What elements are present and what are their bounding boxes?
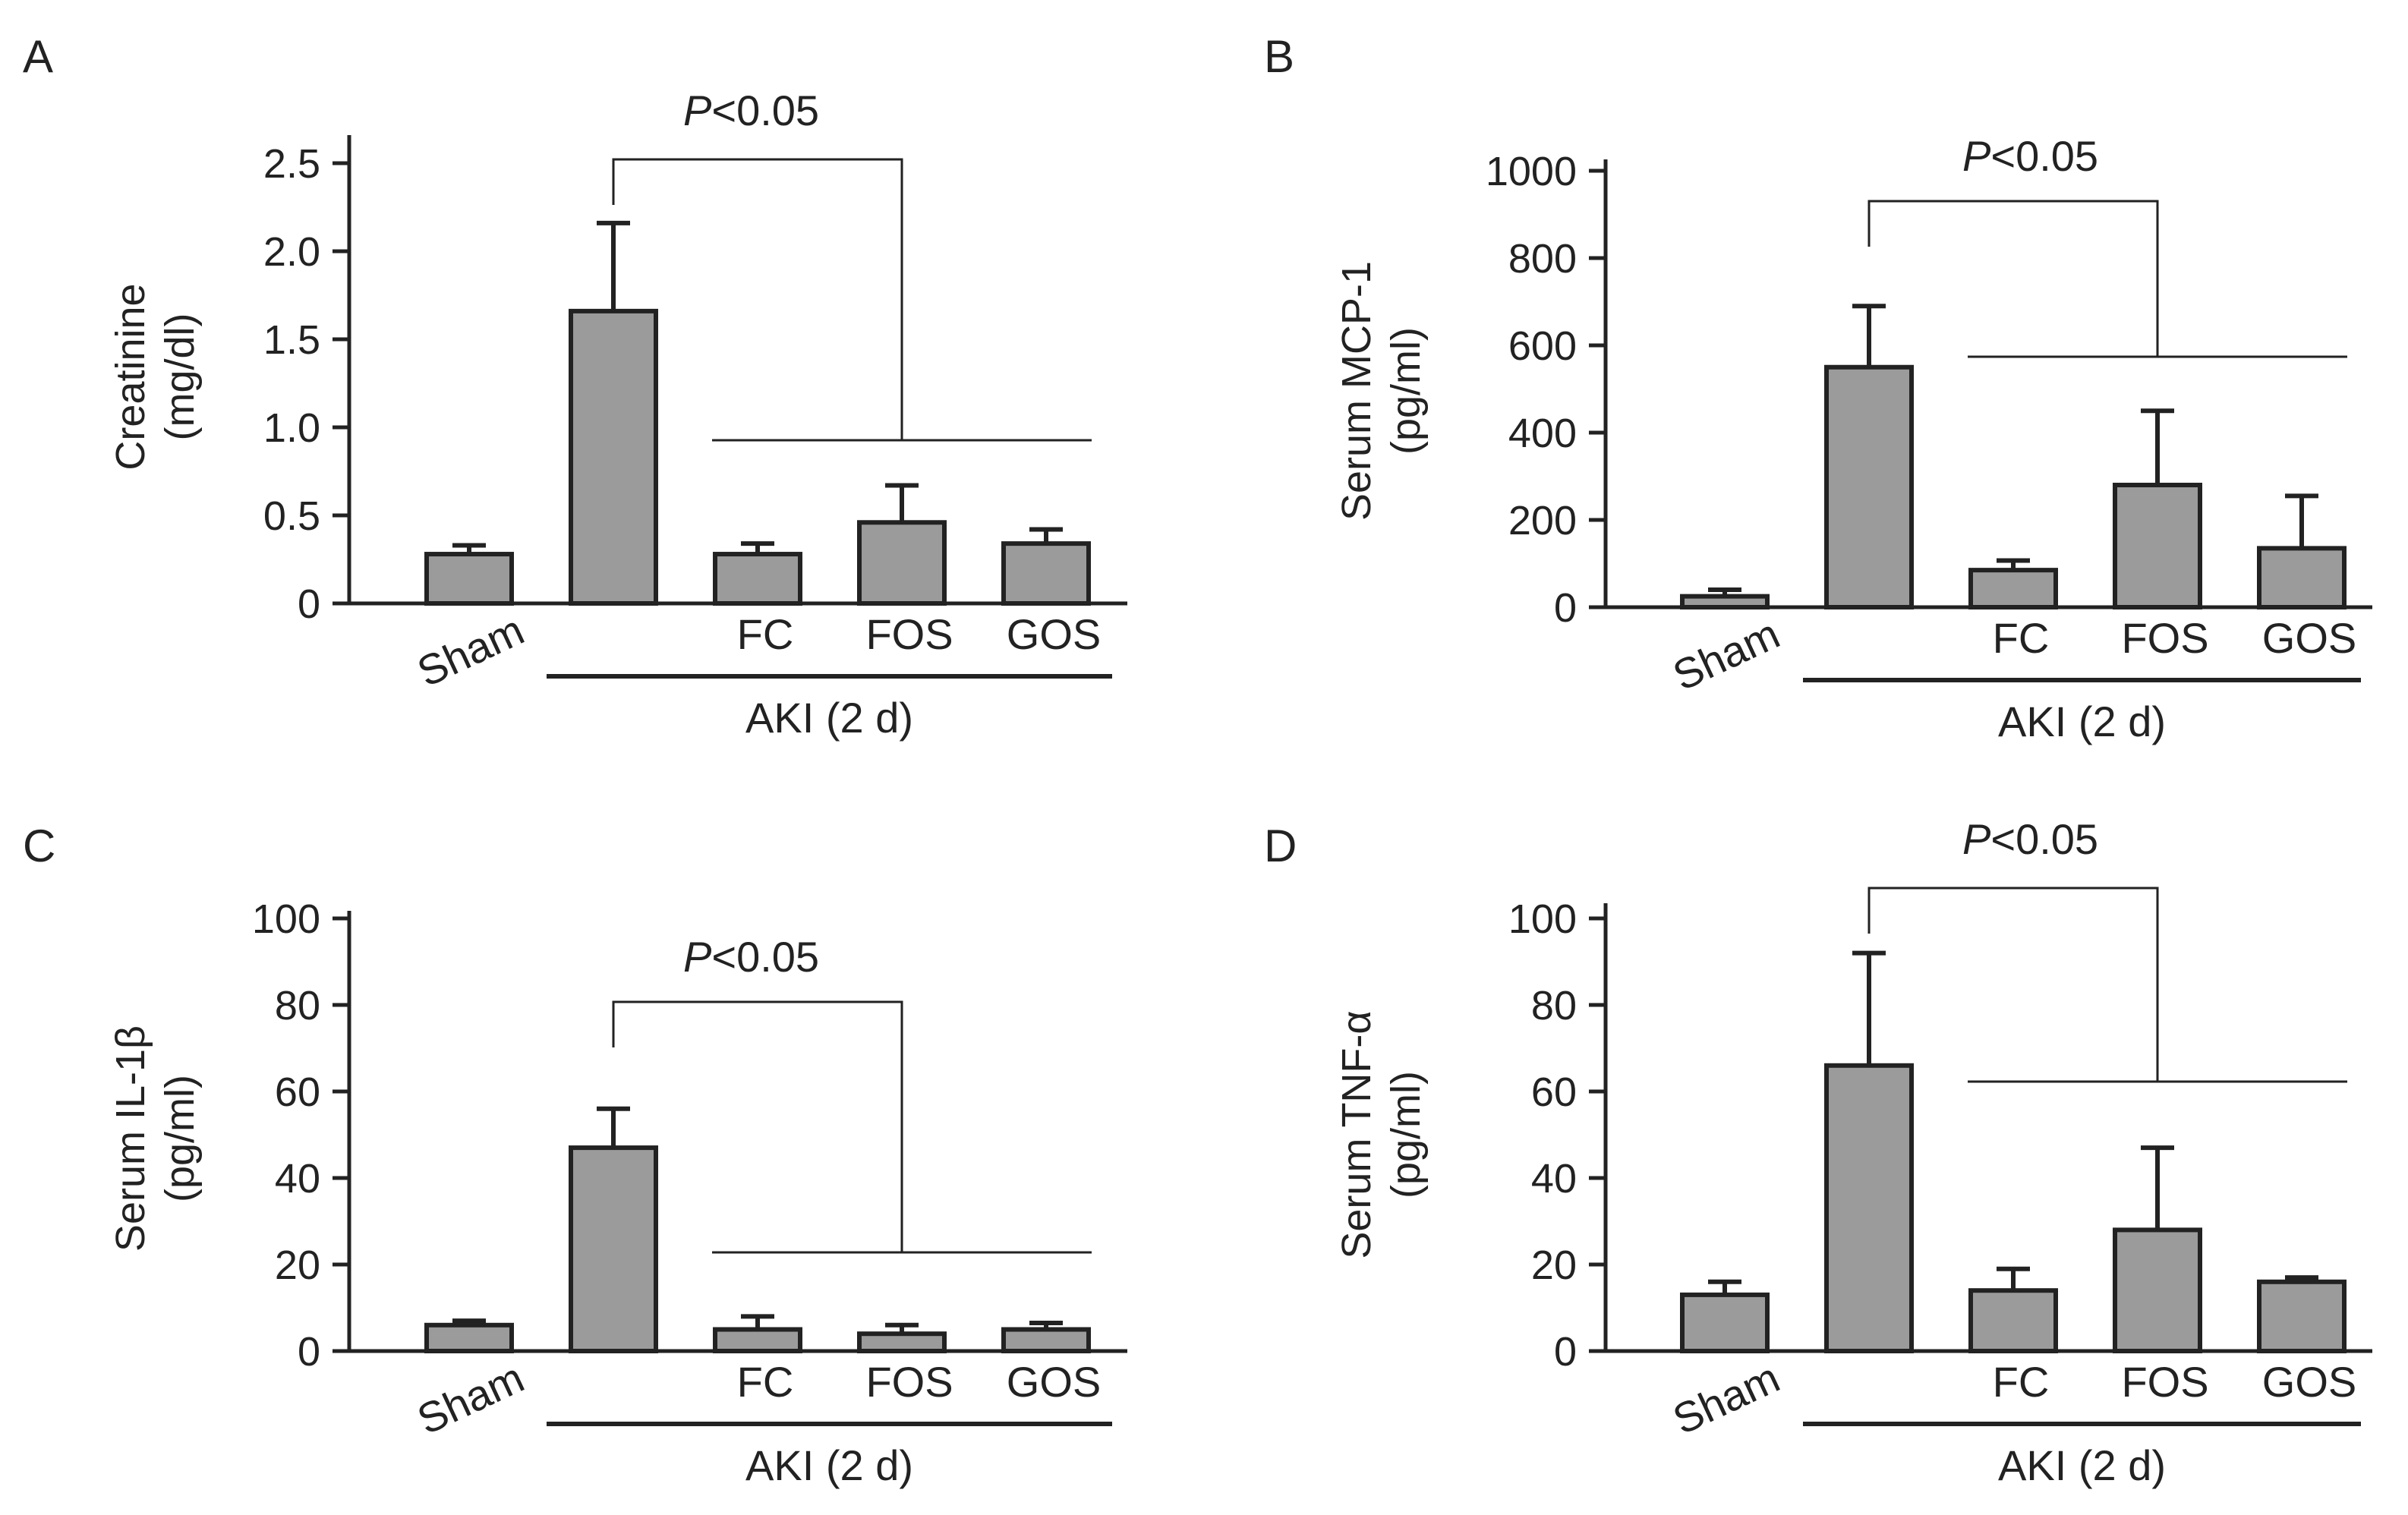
bar bbox=[569, 1145, 658, 1353]
y-tick-label: 0.5 bbox=[263, 493, 320, 539]
y-axis-unit: (pg/ml) bbox=[1383, 327, 1429, 455]
significance-label: P<0.05 bbox=[683, 933, 819, 981]
y-tick-label: 0 bbox=[1554, 1329, 1577, 1375]
bar bbox=[1824, 1063, 1914, 1354]
bar bbox=[424, 552, 514, 606]
panel-a: A 0 0.5 1.0 1.5 2.0 2.5 Creatinine (mg/dl) Sham FC… bbox=[23, 31, 1127, 742]
bar bbox=[2257, 546, 2347, 609]
significance-label: P<0.05 bbox=[1962, 815, 2098, 863]
y-axis-unit: (pg/ml) bbox=[157, 1075, 203, 1202]
y-tick-label: 80 bbox=[1531, 983, 1577, 1028]
y-tick-label: 0 bbox=[298, 1329, 320, 1375]
significance-bracket bbox=[1867, 200, 2159, 357]
category-label: FC bbox=[1993, 614, 2050, 662]
category-label: FC bbox=[1993, 1358, 2050, 1406]
category-label: GOS bbox=[2262, 1358, 2356, 1406]
category-label: FOS bbox=[2121, 614, 2208, 662]
significance-bracket bbox=[612, 158, 903, 440]
y-tick-label: 0 bbox=[298, 581, 320, 627]
y-tick-label: 200 bbox=[1508, 498, 1577, 543]
bar bbox=[1680, 594, 1770, 609]
y-axis-title: Serum MCP-1 bbox=[1334, 261, 1379, 521]
panel-letter: C bbox=[23, 820, 55, 871]
y-tick-label: 40 bbox=[275, 1156, 320, 1202]
category-label: GOS bbox=[2262, 614, 2356, 662]
bar bbox=[713, 552, 802, 606]
y-axis-title: Serum TNF-α bbox=[1334, 1010, 1379, 1258]
bar bbox=[857, 520, 947, 606]
bar bbox=[1824, 364, 1914, 609]
y-tick-label: 100 bbox=[1508, 896, 1577, 942]
panel-letter: A bbox=[23, 31, 53, 82]
group-label: AKI (2 d) bbox=[1998, 1441, 2166, 1489]
category-label: Sham bbox=[1666, 609, 1786, 700]
significance-label: P<0.05 bbox=[1962, 132, 2098, 180]
y-tick-label: 60 bbox=[275, 1069, 320, 1115]
bar bbox=[1968, 568, 2058, 609]
significance-label: P<0.05 bbox=[683, 87, 819, 134]
bar bbox=[569, 308, 658, 606]
category-label: FOS bbox=[865, 1358, 953, 1406]
category-label: GOS bbox=[1007, 1358, 1101, 1406]
bar bbox=[1001, 1327, 1091, 1353]
y-tick-label: 1.5 bbox=[263, 317, 320, 363]
significance-value: <0.05 bbox=[711, 87, 819, 134]
category-label: FC bbox=[737, 1358, 794, 1406]
significance-p: P bbox=[1962, 132, 1990, 180]
panel-letter: B bbox=[1264, 31, 1294, 82]
y-tick-label: 20 bbox=[275, 1243, 320, 1288]
y-tick-label: 0 bbox=[1554, 585, 1577, 631]
category-label: FC bbox=[737, 610, 794, 658]
panel-d: D 0 20 40 60 80 100 Serum TNF-α (pg/ml) Sham FC FOS… bbox=[1264, 815, 2372, 1489]
y-tick-label: 2.0 bbox=[263, 229, 320, 275]
bar bbox=[1680, 1292, 1770, 1354]
significance-value: <0.05 bbox=[1990, 132, 2098, 180]
y-axis-title: Serum IL-1β bbox=[108, 1025, 153, 1252]
bar bbox=[2257, 1279, 2347, 1354]
panel-letter: D bbox=[1264, 820, 1297, 871]
significance-p: P bbox=[683, 933, 711, 981]
bar bbox=[2113, 483, 2202, 609]
category-label: Sham bbox=[410, 606, 531, 696]
y-axis-title: Creatinine bbox=[108, 283, 153, 470]
y-tick-label: 40 bbox=[1531, 1156, 1577, 1202]
y-axis-unit: (pg/ml) bbox=[1383, 1071, 1429, 1198]
panel-c: C 0 20 40 60 80 100 Serum IL-1β (pg/ml) Sham FC FOS… bbox=[23, 820, 1127, 1489]
significance-value: <0.05 bbox=[1990, 815, 2098, 863]
significance-value: <0.05 bbox=[711, 933, 819, 981]
category-label: FOS bbox=[865, 610, 953, 658]
category-label: Sham bbox=[410, 1353, 531, 1444]
y-tick-label: 600 bbox=[1508, 323, 1577, 369]
y-axis-unit: (mg/dl) bbox=[157, 313, 203, 440]
significance-bracket bbox=[1867, 887, 2159, 1082]
bar bbox=[2113, 1227, 2202, 1354]
bar bbox=[713, 1327, 802, 1353]
category-label: GOS bbox=[1007, 610, 1101, 658]
y-tick-label: 100 bbox=[252, 896, 320, 942]
y-tick-label: 2.5 bbox=[263, 141, 320, 187]
y-tick-label: 60 bbox=[1531, 1069, 1577, 1115]
bar bbox=[857, 1331, 947, 1353]
category-label: Sham bbox=[1666, 1353, 1786, 1444]
significance-p: P bbox=[683, 87, 711, 134]
y-tick-label: 1000 bbox=[1486, 149, 1577, 194]
y-tick-label: 800 bbox=[1508, 236, 1577, 282]
bar bbox=[1001, 541, 1091, 606]
category-label: FOS bbox=[2121, 1358, 2208, 1406]
y-tick-label: 400 bbox=[1508, 411, 1577, 456]
bar bbox=[424, 1322, 514, 1354]
panel-b: B 0 200 400 600 800 1000 Serum MCP-1 (pg/ml) Sham… bbox=[1264, 31, 2372, 745]
significance-bracket bbox=[612, 1000, 903, 1252]
y-tick-label: 20 bbox=[1531, 1243, 1577, 1288]
y-tick-label: 80 bbox=[275, 983, 320, 1028]
group-label: AKI (2 d) bbox=[745, 694, 913, 742]
bar bbox=[1968, 1288, 2058, 1353]
significance-p: P bbox=[1962, 815, 1990, 863]
group-label: AKI (2 d) bbox=[1998, 698, 2166, 745]
y-tick-label: 1.0 bbox=[263, 405, 320, 451]
group-label: AKI (2 d) bbox=[745, 1441, 913, 1489]
